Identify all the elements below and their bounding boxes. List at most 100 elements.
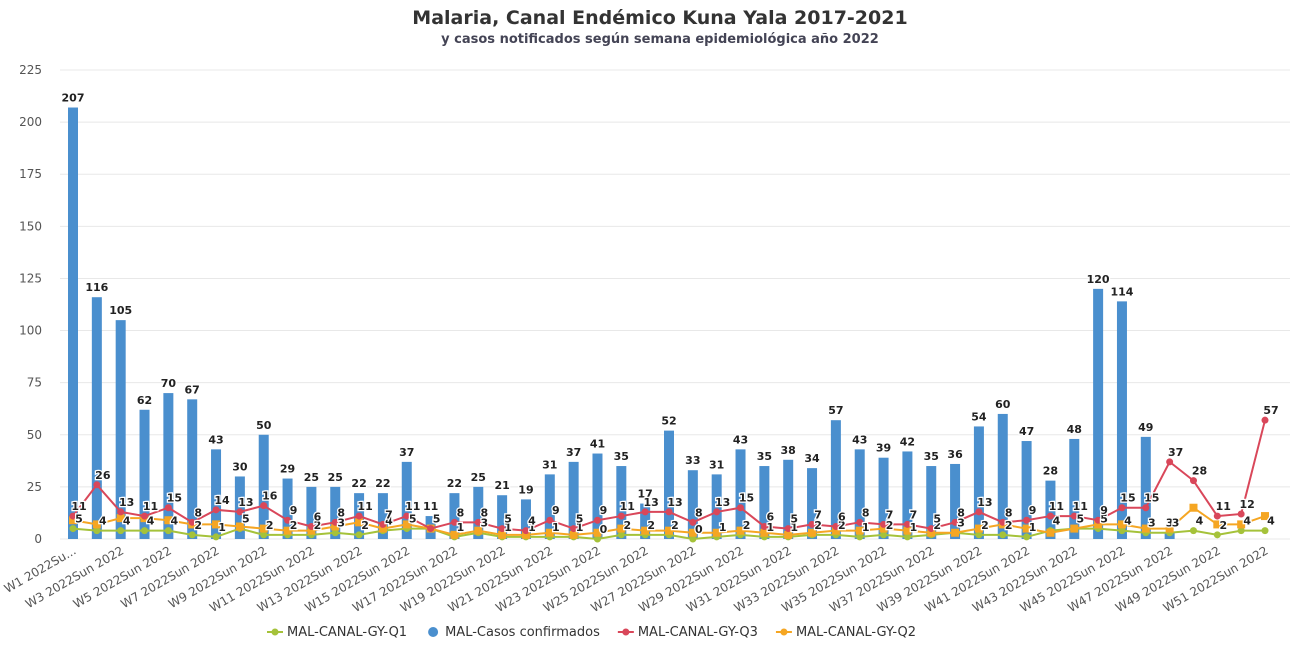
- point: [427, 525, 435, 533]
- data-label: 37: [566, 446, 581, 459]
- point: [1141, 524, 1150, 533]
- point: [93, 481, 101, 489]
- bar: [592, 453, 603, 539]
- point: [1237, 510, 1245, 518]
- bar: [973, 426, 984, 539]
- bar: [330, 486, 341, 539]
- data-label: 26: [95, 469, 111, 482]
- point: [927, 525, 935, 533]
- point: [1166, 458, 1174, 466]
- point: [1237, 520, 1246, 529]
- point: [92, 520, 101, 529]
- data-label: 22: [447, 477, 462, 490]
- point: [784, 530, 793, 539]
- data-label: 22: [375, 477, 390, 490]
- bar: [68, 107, 78, 540]
- bar: [616, 466, 627, 539]
- point: [855, 526, 864, 535]
- data-label: 50: [256, 419, 272, 432]
- data-label: 0: [600, 523, 608, 536]
- data-label: 8: [862, 506, 870, 519]
- legend-label: MAL-CANAL-GY-Q3: [638, 625, 758, 640]
- data-label: 37: [399, 446, 414, 459]
- data-label: 114: [1110, 285, 1133, 298]
- data-label: 8: [457, 506, 465, 519]
- chart-title: Malaria, Canal Endémico Kuna Yala 2017-2…: [412, 7, 907, 29]
- point: [999, 518, 1007, 526]
- point: [1213, 531, 1221, 539]
- data-label: 2: [743, 519, 751, 532]
- point: [1094, 516, 1102, 524]
- data-label: 67: [185, 383, 200, 396]
- point: [1117, 520, 1126, 529]
- data-label: 1: [862, 521, 870, 534]
- point: [570, 525, 578, 533]
- point: [1189, 477, 1197, 485]
- legend-marker: [780, 628, 788, 636]
- data-label: 7: [886, 508, 894, 521]
- point: [188, 518, 196, 526]
- data-label: 34: [804, 452, 820, 465]
- point: [378, 524, 387, 533]
- data-label: 116: [85, 281, 108, 294]
- data-label: 15: [739, 492, 754, 505]
- bar: [854, 449, 865, 539]
- point: [879, 524, 888, 533]
- point: [141, 512, 149, 520]
- data-label: 60: [995, 398, 1011, 411]
- point: [927, 528, 936, 537]
- data-label: 37: [1168, 446, 1183, 459]
- data-label: 105: [109, 304, 132, 317]
- data-label: 11: [1049, 500, 1064, 513]
- data-label: 5: [504, 513, 512, 526]
- point: [141, 527, 149, 535]
- point: [1118, 504, 1126, 512]
- data-label: 19: [518, 483, 533, 496]
- chart-subtitle: y casos notificados según semana epidemi…: [441, 32, 879, 47]
- bar: [306, 486, 317, 539]
- data-label: 5: [433, 513, 441, 526]
- data-label: 5: [1100, 513, 1108, 526]
- data-label: 1: [790, 521, 798, 534]
- data-label: 2: [1005, 519, 1013, 532]
- point: [331, 518, 339, 526]
- point: [689, 535, 697, 543]
- point: [402, 520, 411, 529]
- bar: [520, 499, 531, 539]
- point: [284, 516, 292, 524]
- data-label: 2: [623, 519, 631, 532]
- point: [521, 530, 530, 539]
- point: [260, 531, 268, 539]
- data-label: 48: [1067, 423, 1082, 436]
- data-label: 13: [667, 496, 682, 509]
- point: [1189, 527, 1197, 535]
- data-label: 41: [590, 438, 605, 451]
- data-label: 11: [357, 500, 372, 513]
- data-label: 35: [614, 450, 629, 463]
- bar: [640, 503, 651, 539]
- bar: [473, 486, 484, 539]
- data-label: 8: [337, 506, 345, 519]
- data-label: 2: [814, 519, 822, 532]
- data-label: 120: [1087, 273, 1110, 286]
- data-label: 31: [542, 458, 557, 471]
- bar: [830, 420, 841, 539]
- data-label: 1: [457, 521, 465, 534]
- data-label: 1: [218, 521, 226, 534]
- data-label: 42: [900, 435, 915, 448]
- point: [1213, 520, 1222, 529]
- data-label: 3: [480, 517, 488, 530]
- bar: [211, 449, 222, 539]
- bar: [282, 478, 293, 539]
- data-label: 2: [671, 519, 679, 532]
- point: [116, 514, 125, 523]
- data-label: 3: [1166, 517, 1174, 530]
- data-label: 11: [143, 500, 158, 513]
- data-label: 6: [838, 510, 846, 523]
- point: [69, 512, 77, 520]
- point: [212, 533, 220, 541]
- data-label: 15: [167, 492, 182, 505]
- point: [951, 518, 959, 526]
- bar: [139, 409, 150, 539]
- legend-label: MAL-CANAL-GY-Q1: [287, 625, 407, 640]
